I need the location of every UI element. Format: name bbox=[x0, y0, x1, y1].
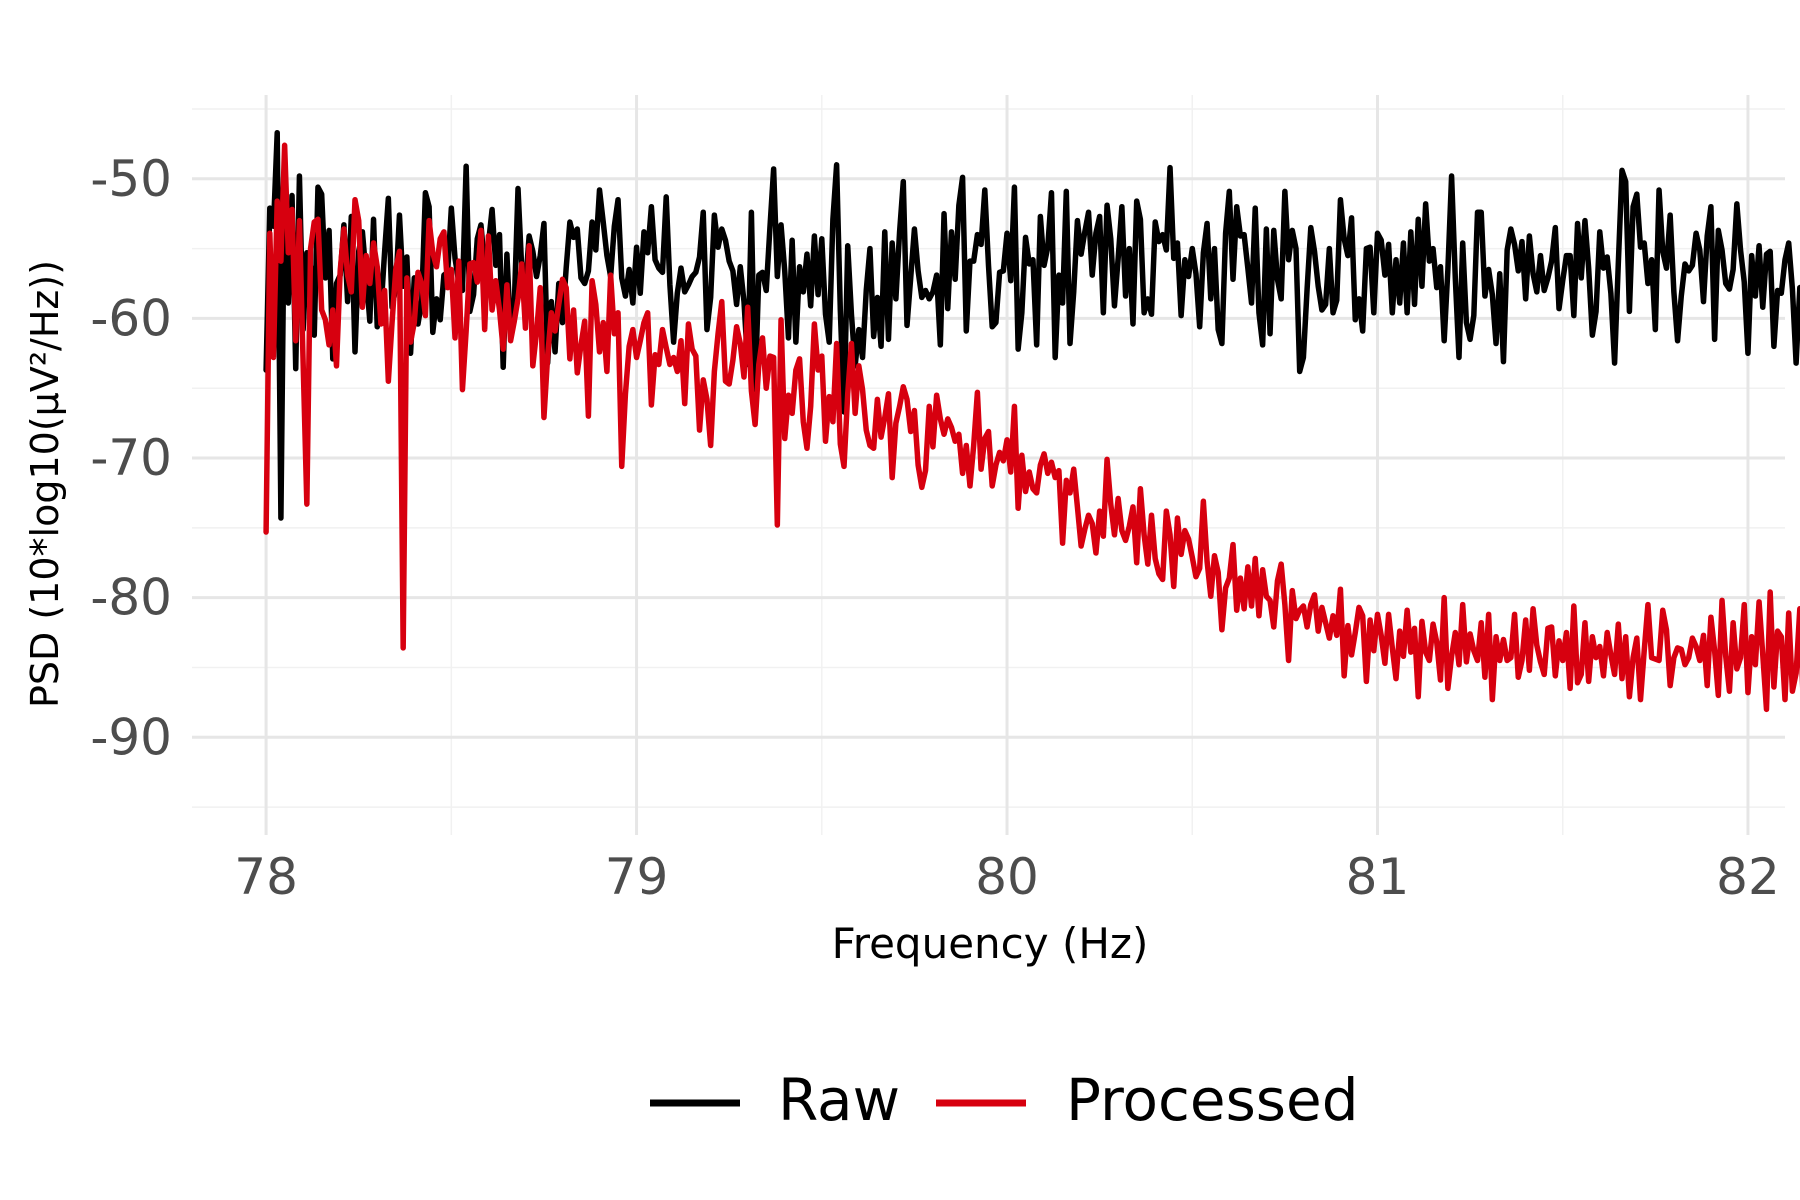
x-axis-title: Frequency (Hz) bbox=[832, 919, 1149, 968]
y-tick-label: -80 bbox=[90, 569, 172, 627]
x-tick-label: 78 bbox=[234, 848, 298, 906]
y-tick-label: -50 bbox=[90, 150, 172, 208]
y-axis-title: PSD (10*log10(µV²/Hz)) bbox=[23, 260, 67, 708]
x-tick-label: 82 bbox=[1716, 848, 1780, 906]
y-tick-label: -90 bbox=[90, 708, 172, 766]
x-tick-label: 81 bbox=[1346, 848, 1410, 906]
y-tick-labels: -90 -80 -70 -60 -50 bbox=[90, 150, 172, 766]
legend-label-processed: Processed bbox=[1066, 1066, 1359, 1134]
y-tick-label: -60 bbox=[90, 289, 172, 347]
legend-label-raw: Raw bbox=[778, 1066, 900, 1134]
legend: Raw Processed bbox=[650, 1066, 1359, 1134]
x-tick-labels: 78 79 80 81 82 bbox=[234, 848, 1779, 906]
series-line-raw bbox=[263, 129, 1800, 521]
y-tick-label: -70 bbox=[90, 429, 172, 487]
x-tick-label: 79 bbox=[605, 848, 669, 906]
x-tick-label: 80 bbox=[975, 848, 1039, 906]
series-layer bbox=[263, 129, 1800, 713]
series-line-processed bbox=[263, 142, 1800, 713]
